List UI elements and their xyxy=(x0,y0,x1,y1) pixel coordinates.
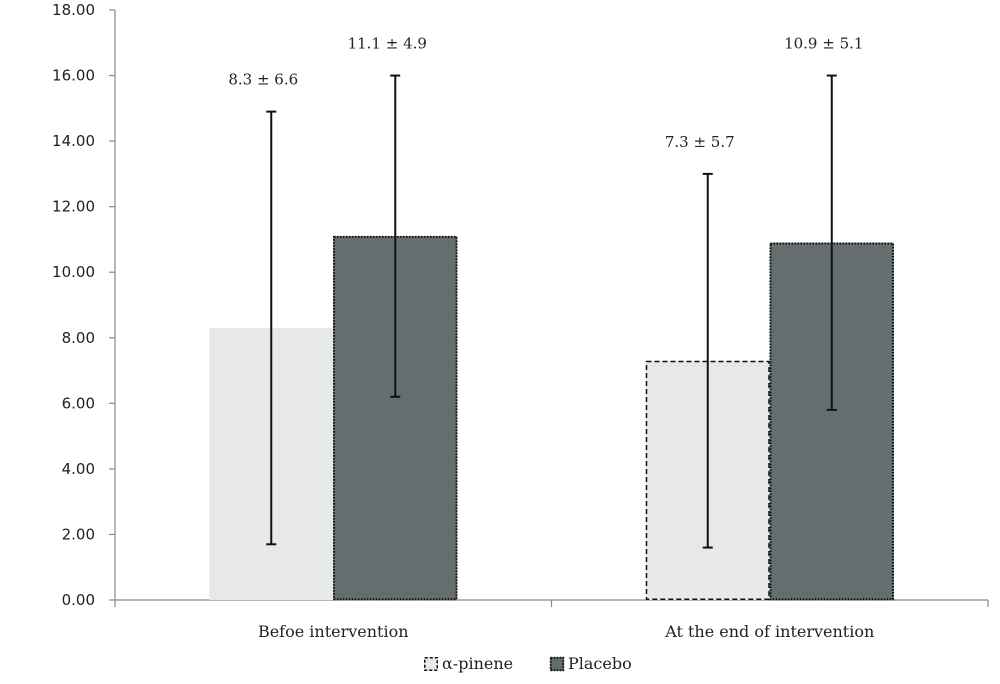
y-tick-label: 14.00 xyxy=(52,132,95,150)
error-bars-group xyxy=(266,74,837,549)
data-label: 10.9 ± 5.1 xyxy=(784,35,863,53)
legend: α-pinene Placebo xyxy=(424,654,632,673)
legend-swatch xyxy=(424,657,438,671)
legend-swatch-border xyxy=(549,656,565,672)
data-labels-group: 8.3 ± 6.6 11.1 ± 4.9 7.3 ± 5.7 10.9 ± 5.1 xyxy=(228,35,863,151)
y-tick-label: 0.00 xyxy=(62,591,95,609)
data-label: 8.3 ± 6.6 xyxy=(228,71,298,89)
axes-group: 0.00 2.00 4.00 6.00 8.00 10.00 12.00 14.00 16.00… xyxy=(52,1,989,641)
legend-label: α-pinene xyxy=(442,654,513,673)
y-tick-label: 10.00 xyxy=(52,263,95,281)
y-tick-label: 8.00 xyxy=(62,329,95,347)
y-tick-label: 2.00 xyxy=(62,525,95,543)
x-category-label: Befoe intervention xyxy=(258,622,409,641)
y-tick-label: 18.00 xyxy=(52,1,95,19)
y-tick-label: 6.00 xyxy=(62,394,95,412)
y-tick-label: 16.00 xyxy=(52,67,95,85)
x-category-label: At the end of intervention xyxy=(664,622,874,641)
data-label: 11.1 ± 4.9 xyxy=(348,35,427,53)
legend-label: Placebo xyxy=(568,654,632,673)
bars-group xyxy=(209,235,894,601)
legend-swatch-border xyxy=(424,657,438,671)
legend-swatch xyxy=(550,657,564,671)
y-tick-label: 12.00 xyxy=(52,198,95,216)
data-label: 7.3 ± 5.7 xyxy=(665,133,735,151)
y-tick-label: 4.00 xyxy=(62,460,95,478)
bar-border xyxy=(645,360,770,600)
